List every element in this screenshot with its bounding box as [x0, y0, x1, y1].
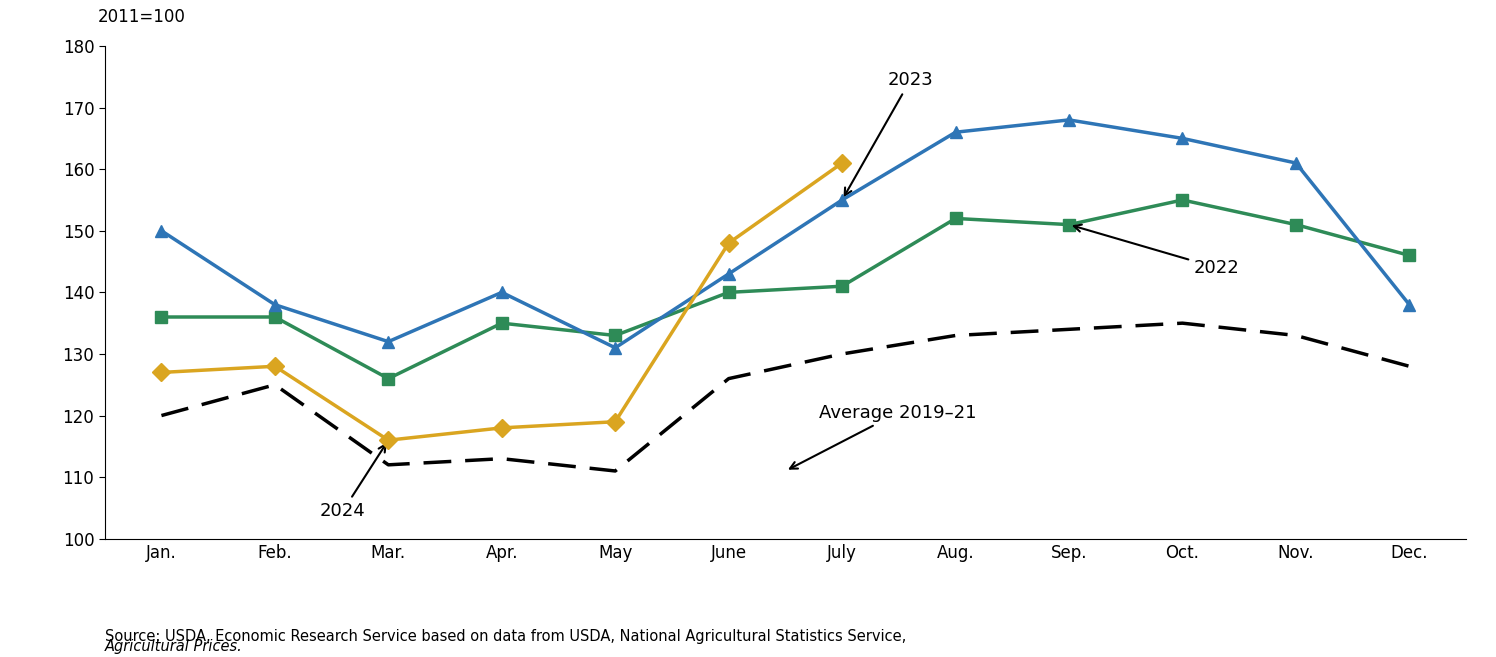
- Text: Source: USDA, Economic Research Service based on data from USDA, National Agricu: Source: USDA, Economic Research Service …: [105, 629, 907, 644]
- Text: Average 2019–21: Average 2019–21: [790, 403, 977, 468]
- Text: 2023: 2023: [845, 71, 934, 196]
- Text: 2022: 2022: [1074, 225, 1240, 277]
- Text: 2024: 2024: [320, 445, 386, 520]
- Text: 2011=100: 2011=100: [97, 9, 186, 26]
- Text: Agricultural Prices.: Agricultural Prices.: [105, 639, 242, 654]
